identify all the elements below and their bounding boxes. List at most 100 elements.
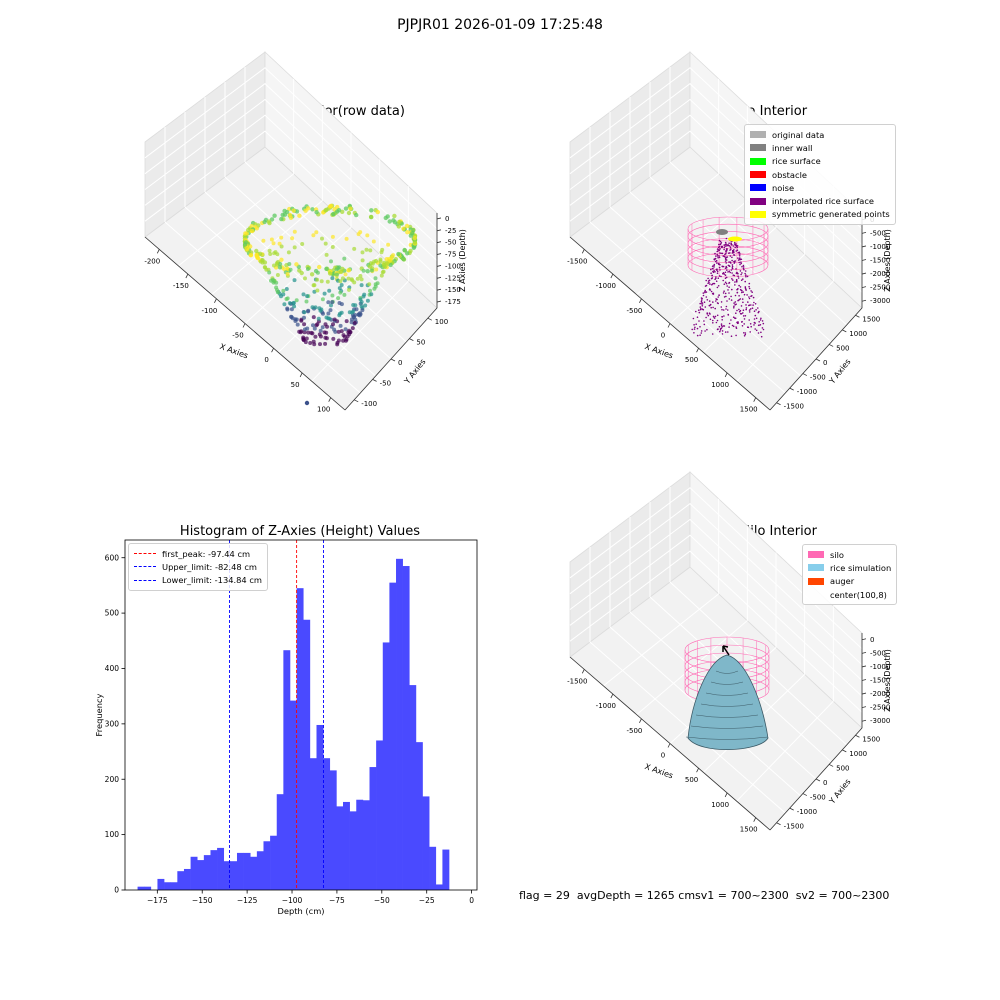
raw-point (304, 299, 309, 304)
raw-point (277, 265, 283, 270)
x-tick-label: 100 (317, 406, 330, 414)
interpolated-point (731, 259, 733, 262)
legend-label: center(100,8) (830, 589, 887, 600)
interpolated-point (725, 305, 728, 308)
interpolated-point (724, 267, 727, 270)
z-tick (861, 231, 867, 234)
interpolated-point (727, 271, 729, 273)
raw-point (340, 276, 345, 281)
raw-point (315, 270, 320, 275)
raw-point (294, 262, 299, 267)
z-axis-label: Z Axies (Depth) (458, 229, 467, 292)
raw-point (291, 300, 296, 305)
raw-point (293, 319, 298, 323)
interpolated-point (728, 298, 731, 300)
interpolated-point (761, 327, 764, 329)
raw-point (405, 251, 410, 256)
raw-point (339, 283, 344, 287)
raw-point (322, 330, 327, 335)
raw-point (330, 276, 335, 281)
interpolated-point (704, 306, 707, 308)
raw-point (257, 251, 263, 256)
interpolated-point (709, 289, 712, 291)
interpolated-point (745, 308, 747, 311)
interpolated-point (762, 322, 765, 325)
raw-point (284, 297, 289, 301)
interpolated-point (737, 277, 740, 279)
x-tick-label: −125 (237, 896, 258, 905)
interpolated-point (721, 265, 723, 268)
histogram-bar (177, 871, 185, 890)
interpolated-point (734, 261, 736, 263)
raw-point (332, 327, 337, 332)
raw-point (353, 313, 358, 317)
grid-line (669, 581, 848, 746)
raw-point (373, 284, 378, 289)
x-axis-label: X Axies (643, 762, 674, 781)
z-tick (861, 259, 867, 261)
legend-swatch (750, 171, 766, 179)
raw-point (392, 213, 397, 219)
raw-point (342, 334, 347, 339)
interpolated-point (728, 244, 730, 247)
x-tick (696, 348, 699, 353)
interpolated-point (700, 297, 703, 299)
raw-point (284, 209, 290, 215)
interpolated-point (738, 299, 740, 301)
raw-point (243, 231, 248, 236)
interpolated-point (731, 272, 733, 274)
z-tick-label: -100 (445, 262, 461, 270)
interpolated-point (716, 269, 718, 271)
raw-point (410, 231, 415, 236)
raw-point (314, 210, 319, 215)
raw-point (378, 263, 383, 268)
legend-label: first_peak: -97.44 cm (162, 548, 251, 559)
y-tick-label: 500 (836, 344, 849, 352)
raw-point (248, 253, 254, 258)
interpolated-point (714, 257, 717, 260)
raw-point (275, 288, 279, 292)
z-tick-label: -2500 (870, 284, 890, 292)
z-tick (436, 217, 442, 220)
interpolated-point (734, 284, 736, 286)
raw-point (347, 268, 352, 273)
interpolated-point (737, 275, 739, 278)
interpolated-point (735, 312, 737, 315)
interpolated-point (717, 285, 720, 287)
interpolated-point (695, 310, 697, 313)
interpolated-point (717, 328, 719, 330)
y-tick-label: 600 (105, 553, 120, 562)
y-tick-label: 300 (105, 719, 120, 728)
raw-point (343, 272, 348, 277)
interpolated-point (733, 307, 735, 309)
interpolated-point (728, 270, 731, 273)
interpolated-point (703, 320, 705, 322)
raw-point (318, 308, 323, 313)
raw-point (275, 273, 280, 277)
mesh-line (705, 692, 749, 696)
z-tick-label: -125 (445, 274, 461, 282)
y-tick (842, 749, 847, 753)
legend-label: rice surface (772, 156, 821, 167)
interpolated-point (733, 305, 735, 308)
raw-point (297, 213, 302, 218)
raw-point (261, 238, 266, 243)
raw-point (347, 287, 351, 292)
raw-point (317, 264, 322, 270)
interpolated-point (730, 295, 732, 298)
z-tick-label: -1500 (870, 257, 890, 265)
interpolated-point (721, 333, 724, 335)
raw-point (343, 206, 349, 211)
interpolated-point (733, 254, 735, 256)
interpolated-point (737, 259, 740, 261)
raw-point (319, 279, 324, 284)
raw-point (346, 276, 351, 281)
interpolated-point (700, 332, 703, 334)
raw-point (329, 303, 333, 308)
interpolated-point (730, 262, 732, 264)
raw-point (358, 297, 363, 302)
interpolated-point (745, 274, 747, 276)
z-tick (436, 300, 442, 303)
interpolated-point (732, 245, 735, 247)
interpolated-point (742, 264, 745, 267)
